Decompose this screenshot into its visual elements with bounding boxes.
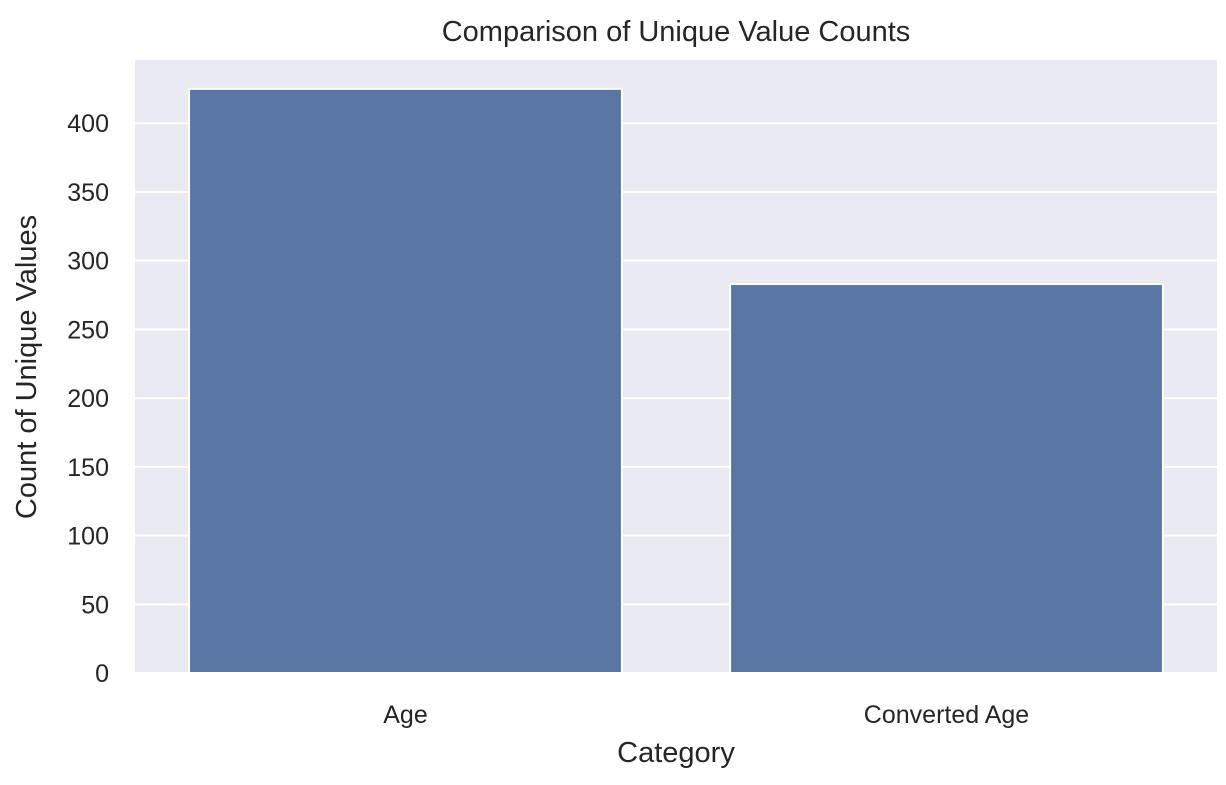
y-axis-ticks: 0 50 100 150 200 250 300 350 400 — [67, 110, 109, 688]
bars — [188, 87, 1164, 675]
chart-title: Comparison of Unique Value Counts — [442, 16, 911, 48]
y-axis-label: Count of Unique Values — [11, 215, 43, 519]
y-tick-label: 250 — [67, 316, 109, 344]
y-tick-label: 300 — [67, 248, 109, 276]
bar-converted-age — [729, 283, 1164, 674]
x-tick-label: Age — [383, 701, 427, 729]
y-tick-label: 0 — [95, 660, 109, 688]
y-tick-label: 400 — [67, 110, 109, 138]
bar-age — [188, 87, 623, 675]
y-tick-label: 350 — [67, 179, 109, 207]
y-tick-label: 50 — [81, 591, 109, 619]
x-tick-label: Converted Age — [864, 701, 1029, 729]
y-tick-label: 200 — [67, 385, 109, 413]
x-axis-ticks: Age Converted Age — [383, 701, 1029, 729]
x-axis-label: Category — [617, 737, 735, 769]
y-tick-label: 100 — [67, 523, 109, 551]
y-tick-label: 150 — [67, 454, 109, 482]
